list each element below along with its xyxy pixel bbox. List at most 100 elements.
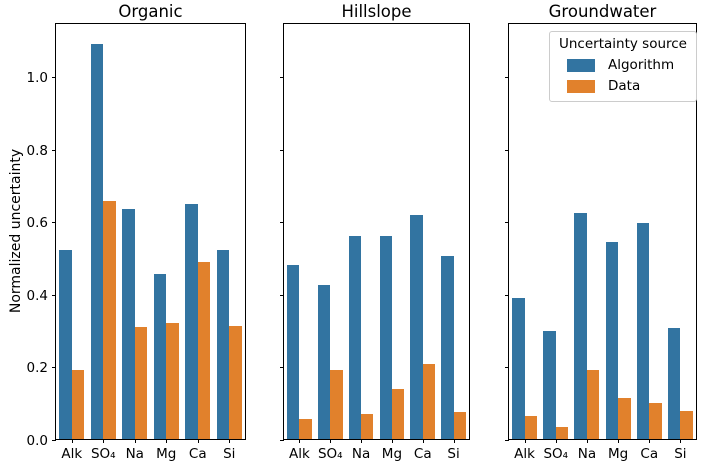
y-tick	[52, 294, 56, 296]
bar-algorithm-Alk	[512, 297, 525, 439]
y-tick-label: 0.6	[26, 215, 48, 232]
bar-data-Na	[586, 370, 600, 439]
bar-data-Mg	[391, 388, 405, 439]
legend: Uncertainty source Algorithm Data	[549, 31, 697, 102]
y-tick	[505, 294, 509, 296]
bar-algorithm-Ca	[410, 215, 423, 439]
x-tick	[555, 439, 557, 443]
x-tick-label: Ca	[640, 446, 659, 462]
bar-data-Mg	[618, 398, 631, 439]
legend-label-data: Data	[608, 78, 641, 94]
bar-data-Si	[680, 411, 693, 439]
x-tick	[229, 439, 231, 443]
bar-data-Ca	[649, 403, 662, 439]
bar-algorithm-SO₄	[90, 43, 104, 439]
bar-algorithm-Ca	[636, 222, 650, 439]
x-tick-label: Alk	[61, 446, 83, 462]
x-tick	[197, 439, 199, 443]
y-tick	[505, 222, 509, 224]
x-tick-label: Si	[447, 446, 460, 462]
y-tick	[52, 367, 56, 369]
x-tick	[453, 439, 455, 443]
bar-algorithm-Mg	[379, 236, 392, 439]
x-tick	[680, 439, 682, 443]
x-tick-label: Si	[674, 446, 687, 462]
y-tick-label: 1.0	[26, 70, 48, 87]
bar-data-Si	[229, 325, 242, 439]
legend-entry-algorithm: Algorithm	[555, 57, 691, 73]
x-tick	[618, 439, 620, 443]
bar-algorithm-Na	[122, 209, 135, 439]
x-tick	[649, 439, 651, 443]
y-tick-label: 0.4	[26, 287, 48, 304]
x-tick-label: Mg	[607, 446, 629, 462]
legend-swatch-algorithm	[567, 58, 595, 72]
panel-title: Organic	[118, 2, 183, 21]
x-tick-label: Ca	[413, 446, 432, 462]
y-tick	[52, 77, 56, 79]
bar-algorithm-SO₄	[317, 284, 331, 439]
x-tick	[330, 439, 332, 443]
y-tick	[505, 367, 509, 369]
y-tick	[505, 77, 509, 79]
x-tick-label: Ca	[188, 446, 207, 462]
bar-data-Mg	[166, 322, 179, 439]
bar-algorithm-Si	[441, 256, 454, 439]
y-tick	[505, 149, 509, 151]
y-tick	[280, 222, 284, 224]
x-tick-label: SO₄	[543, 446, 569, 462]
axes-panel-hillslope: Alk SO₄ Na Mg Ca Si	[280, 23, 470, 462]
bar-algorithm-Alk	[59, 250, 72, 439]
y-tick	[280, 77, 284, 79]
x-tick	[299, 439, 301, 443]
y-tick-label: 0.2	[26, 360, 48, 377]
bar-algorithm-Alk	[287, 264, 300, 439]
x-tick	[71, 439, 73, 443]
bar-algorithm-Na	[348, 235, 362, 439]
y-axis-label: Normalized uncertainty	[8, 148, 24, 314]
bar-data-Na	[134, 326, 148, 439]
legend-title: Uncertainty source	[559, 36, 687, 52]
x-tick	[391, 439, 393, 443]
y-tick	[505, 440, 509, 441]
bar-data-Alk	[71, 370, 85, 439]
x-tick	[524, 439, 526, 443]
x-tick	[166, 439, 168, 443]
x-tick-label: SO₄	[90, 446, 116, 462]
bar-algorithm-Mg	[605, 242, 619, 439]
x-tick-label: Na	[577, 446, 597, 462]
y-tick	[280, 367, 284, 369]
y-tick	[52, 222, 56, 224]
bar-algorithm-Mg	[153, 274, 167, 439]
x-tick	[586, 439, 588, 443]
y-tick	[280, 440, 284, 441]
bar-algorithm-Si	[667, 327, 681, 439]
bar-data-SO₄	[103, 201, 116, 439]
y-tick	[280, 294, 284, 296]
bar-data-Alk	[524, 415, 538, 439]
legend-entry-data: Data	[555, 78, 691, 94]
legend-swatch-data	[567, 79, 595, 93]
y-tick-label: 0.0	[26, 433, 48, 449]
bar-data-Ca	[197, 262, 211, 439]
x-tick	[422, 439, 424, 443]
bar-data-Na	[361, 413, 374, 439]
x-tick-label: Na	[351, 446, 371, 462]
bar-data-Ca	[422, 363, 436, 439]
x-tick	[361, 439, 363, 443]
bar-algorithm-Na	[574, 212, 587, 439]
x-tick	[134, 439, 136, 443]
panel-title: Hillslope	[341, 2, 412, 21]
axes-panel-organic: 0.0 0.2 0.4 0.6 0.8 1.0 Alk SO₄ Na Mg Ca Si	[27, 23, 246, 462]
x-tick-label: SO₄	[317, 446, 343, 462]
bar-data-Alk	[299, 419, 312, 439]
y-tick-label: 0.8	[26, 142, 48, 159]
x-tick-label: Mg	[156, 446, 177, 462]
bar-data-Si	[453, 411, 466, 439]
bar-algorithm-Ca	[185, 204, 198, 439]
x-tick-label: Alk	[514, 446, 535, 462]
bar-algorithm-Si	[216, 250, 230, 439]
y-tick	[280, 149, 284, 151]
x-tick	[103, 439, 105, 443]
